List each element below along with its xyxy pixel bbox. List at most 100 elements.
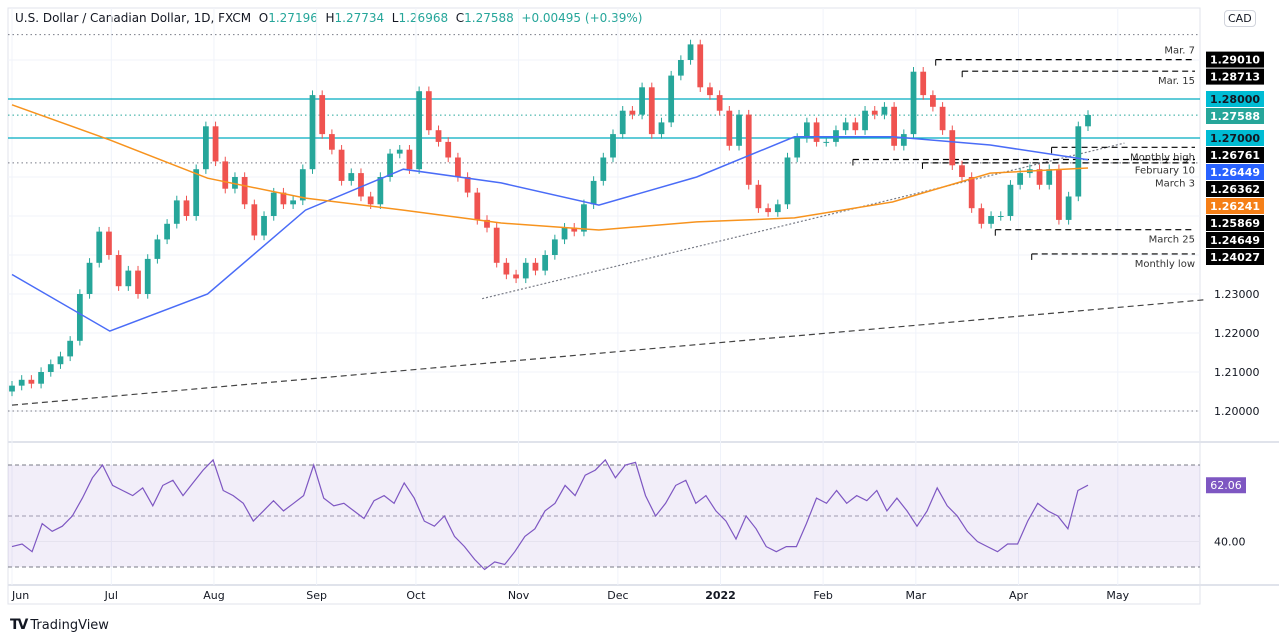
candle-up: [804, 122, 810, 138]
annotation-label: February 10: [1135, 165, 1195, 176]
price-axis-label-badge: [1206, 164, 1264, 180]
candle-up: [910, 71, 917, 135]
price-axis-label: 1.26362: [1210, 183, 1260, 196]
candle-up: [862, 110, 868, 131]
candle-up: [774, 204, 781, 213]
candle-up: [396, 149, 403, 154]
price-axis-label: 1.24649: [1210, 234, 1260, 247]
candle-down: [532, 262, 539, 271]
price-axis-label-badge: [1206, 232, 1264, 248]
candle-down: [920, 71, 927, 96]
candle-down: [455, 157, 461, 177]
candle-down: [629, 110, 636, 115]
candle-up: [687, 44, 694, 60]
candle-up: [881, 106, 888, 115]
candle-down: [930, 95, 936, 107]
candle-up: [1046, 169, 1053, 185]
candle-up: [387, 153, 393, 177]
candle-down: [745, 114, 752, 185]
price-axis-label-badge: [1206, 68, 1264, 85]
candle-down: [813, 122, 820, 142]
candle-up: [144, 258, 151, 294]
candle-up: [823, 141, 830, 143]
candle-down: [222, 161, 229, 189]
candle-down: [765, 208, 771, 213]
price-axis-label-badge: [1206, 147, 1264, 163]
candle-up: [1017, 173, 1024, 185]
candle-up: [842, 122, 849, 131]
time-tick-label: Jun: [11, 589, 29, 602]
candle-down: [406, 149, 413, 170]
candle-down: [212, 126, 219, 162]
candle-up: [1065, 196, 1072, 220]
annotation-label: Monthly low: [1135, 259, 1195, 270]
candle-up: [542, 255, 549, 271]
tradingview-logo-icon: TV: [10, 617, 28, 633]
time-tick-label: Oct: [406, 589, 426, 602]
candle-up: [988, 216, 994, 224]
candle-down: [251, 204, 258, 236]
candle-up: [232, 177, 238, 189]
candle-up: [202, 126, 209, 170]
rsi-value-label: 62.06: [1210, 479, 1242, 492]
candle-down: [871, 110, 878, 115]
price-axis-label-badge: [1206, 108, 1264, 124]
price-axis-label: 1.25869: [1210, 217, 1260, 230]
annotation-label: March 25: [1149, 235, 1195, 246]
price-chart[interactable]: Jun Jul Aug Sep Oct Nov Dec 2022 Feb Mar Apr May 1.2…: [0, 0, 1279, 612]
candle-down: [280, 192, 287, 205]
symbol-title: U.S. Dollar / Canadian Dollar, 1D, FXCM: [15, 11, 252, 25]
moving-average-fast-line: [11, 136, 1089, 332]
candle-up: [794, 138, 801, 158]
time-tick-label: Jul: [104, 589, 118, 602]
candle-up: [309, 95, 316, 170]
currency-button[interactable]: CAD: [1224, 10, 1256, 27]
candle-up: [600, 157, 607, 181]
price-axis-label: 1.26241: [1210, 200, 1260, 213]
candle-up: [299, 169, 306, 201]
low-value: 1.26968: [398, 11, 449, 25]
time-tick-label: Nov: [508, 589, 530, 602]
candle-down: [367, 196, 374, 205]
candle-up: [9, 385, 15, 392]
candle-up: [522, 262, 529, 279]
rsi-line: [11, 458, 1089, 571]
footer-brand[interactable]: TV TradingView: [10, 617, 109, 633]
annotation-label: March 3: [1155, 178, 1195, 189]
trendline: [11, 299, 1204, 406]
candle-down: [183, 200, 190, 216]
candle-down: [425, 91, 432, 131]
candle-up: [47, 364, 54, 372]
time-tick-label: 2022: [705, 589, 736, 602]
candle-up: [86, 262, 93, 294]
time-tick-label: Sep: [306, 589, 327, 602]
price-axis-label-badge: [1206, 215, 1264, 231]
candle-down: [338, 149, 345, 181]
candle-up: [658, 122, 665, 135]
candle-down: [493, 227, 500, 263]
candle-down: [959, 165, 965, 177]
candle-down: [319, 95, 326, 135]
time-tick-label: Dec: [607, 589, 628, 602]
price-axis-label-badge: [1206, 181, 1264, 197]
candle-down: [135, 270, 141, 294]
time-tick-label: Mar: [905, 589, 926, 602]
candle-up: [67, 340, 74, 357]
candle-down: [503, 262, 510, 275]
price-axis-label: 1.27588: [1210, 110, 1260, 123]
price-axis-label-badge: [1206, 51, 1264, 68]
price-axis-label-badge: [1206, 91, 1264, 107]
candle-down: [648, 87, 655, 135]
trendline: [481, 142, 1125, 300]
candle-up: [154, 239, 161, 259]
change-value: +0.00495 (+0.39%): [521, 11, 643, 25]
candle-up: [290, 200, 296, 205]
price-axis-label-badge: [1206, 249, 1264, 265]
candle-down: [445, 141, 452, 158]
candle-down: [968, 177, 975, 209]
candle-down: [949, 130, 956, 166]
price-tick-label: 1.23000: [1214, 288, 1260, 301]
price-axis-label-badge: [1206, 198, 1264, 214]
candle-up: [590, 180, 597, 205]
candle-up: [610, 134, 616, 158]
